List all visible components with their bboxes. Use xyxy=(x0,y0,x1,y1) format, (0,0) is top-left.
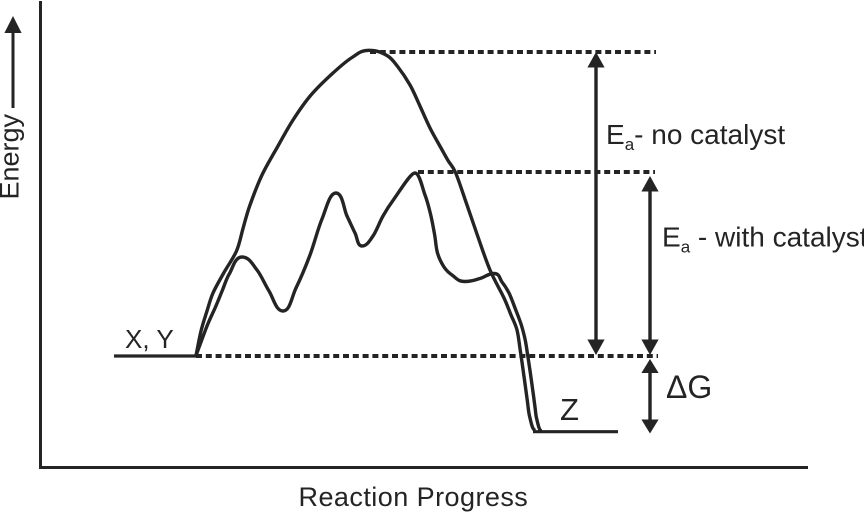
svg-text:ΔG: ΔG xyxy=(666,369,712,405)
svg-text:Ea - with catalyst: Ea - with catalyst xyxy=(662,222,864,257)
svg-text:Reaction Progress: Reaction Progress xyxy=(299,482,529,512)
svg-text:Ea- no catalyst: Ea- no catalyst xyxy=(606,119,785,154)
svg-text:Z: Z xyxy=(560,392,579,427)
svg-text:Energy: Energy xyxy=(0,113,25,199)
svg-text:X, Y: X, Y xyxy=(125,324,174,354)
